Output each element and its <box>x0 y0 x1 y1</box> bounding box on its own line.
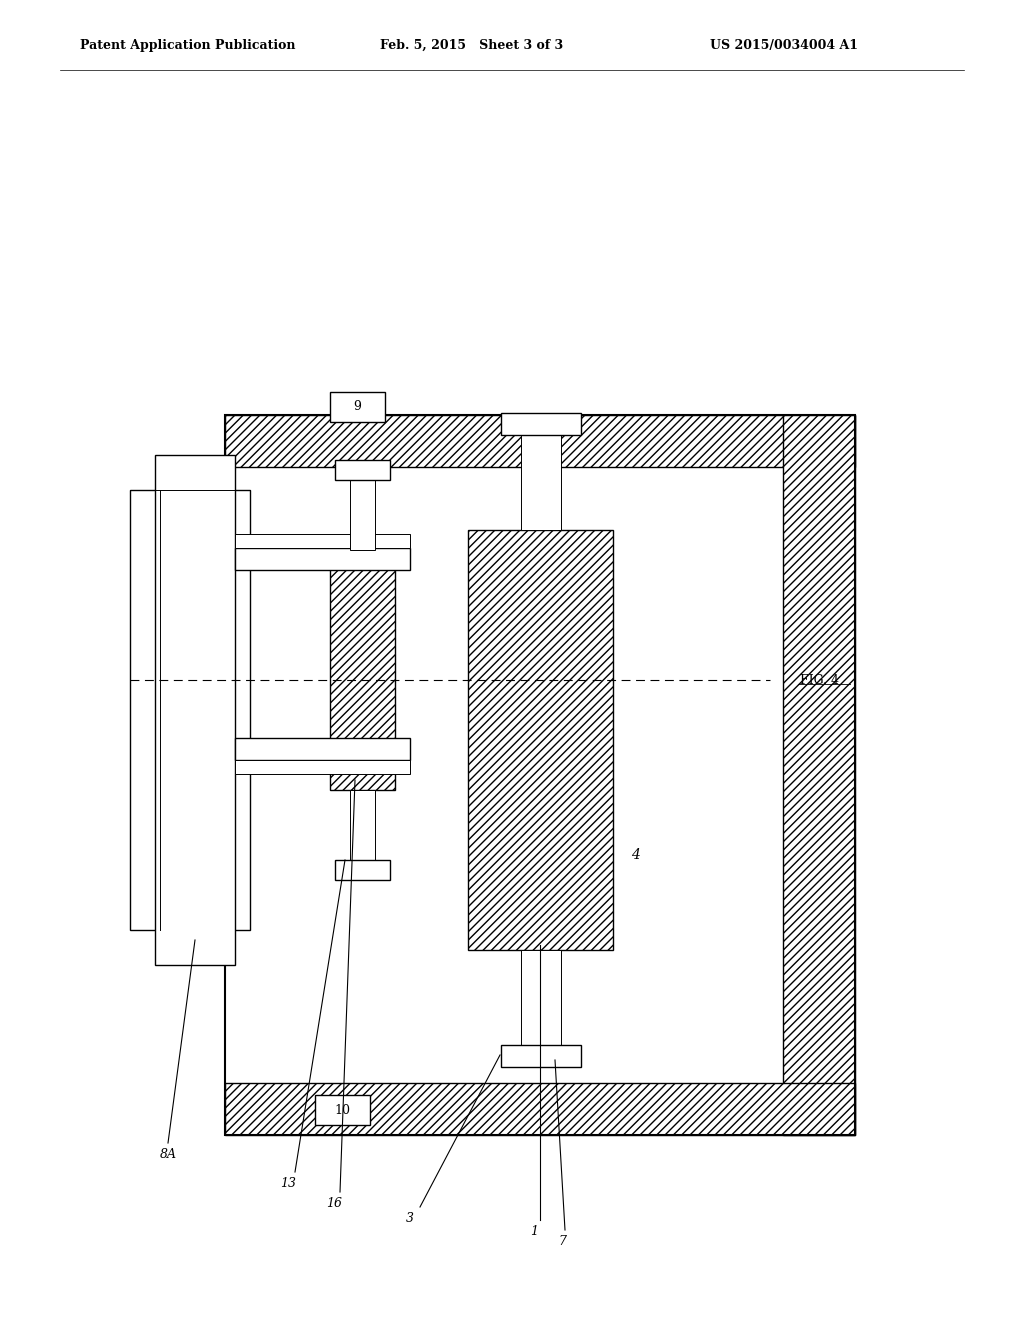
Text: 13: 13 <box>280 1177 296 1191</box>
Bar <box>234 548 410 570</box>
Bar <box>225 467 783 1082</box>
Bar <box>468 531 613 950</box>
Bar <box>234 738 410 760</box>
Bar <box>330 550 395 789</box>
Text: 16: 16 <box>326 1197 342 1210</box>
Bar <box>501 1045 581 1067</box>
Text: Feb. 5, 2015   Sheet 3 of 3: Feb. 5, 2015 Sheet 3 of 3 <box>380 40 563 51</box>
Text: FIG. 4: FIG. 4 <box>800 673 839 686</box>
Text: 3: 3 <box>406 1212 414 1225</box>
Bar <box>350 789 375 861</box>
Bar <box>225 467 783 1082</box>
Bar <box>330 392 385 422</box>
Bar <box>234 760 410 774</box>
Bar <box>130 490 250 931</box>
Text: 1: 1 <box>530 1225 538 1238</box>
Bar <box>234 535 410 548</box>
Text: 8A: 8A <box>160 1148 177 1162</box>
Bar <box>335 861 390 880</box>
Bar <box>521 950 561 1045</box>
Text: Patent Application Publication: Patent Application Publication <box>80 40 296 51</box>
Text: US 2015/0034004 A1: US 2015/0034004 A1 <box>710 40 858 51</box>
Bar <box>225 414 855 1135</box>
Bar <box>501 413 581 436</box>
Bar <box>521 436 561 531</box>
Bar <box>225 1082 855 1135</box>
Text: 9: 9 <box>353 400 360 413</box>
Text: 4: 4 <box>631 847 639 862</box>
Text: 7: 7 <box>558 1236 566 1247</box>
Bar <box>350 480 375 550</box>
Bar <box>315 1096 370 1125</box>
Bar <box>225 414 855 467</box>
Text: 10: 10 <box>334 1104 350 1117</box>
Bar <box>155 455 234 965</box>
Bar <box>335 459 390 480</box>
Bar <box>783 414 855 1135</box>
